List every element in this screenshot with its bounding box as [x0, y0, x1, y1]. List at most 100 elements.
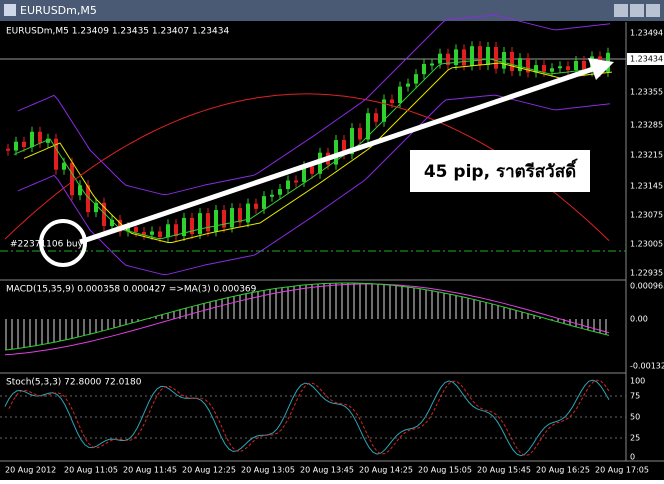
candle-body — [582, 61, 586, 72]
minimize-button[interactable] — [614, 4, 628, 17]
candle-body — [174, 224, 178, 237]
candle-body — [158, 231, 162, 238]
candle-body — [150, 231, 154, 235]
time-label: 20 Aug 14:25 — [359, 466, 413, 475]
candle-body — [542, 65, 546, 72]
candle-body — [558, 66, 562, 69]
candle-body — [270, 194, 274, 197]
stoch-scale-label: 25 — [630, 434, 640, 443]
candle-body — [190, 217, 194, 234]
time-label: 20 Aug 11:45 — [123, 466, 177, 475]
price-scale-label: 1.23494 — [630, 29, 663, 38]
candle-body — [134, 227, 138, 233]
candle-body — [198, 213, 202, 234]
price-marker — [627, 53, 664, 65]
candle-body — [438, 53, 442, 64]
candle-body — [350, 128, 354, 155]
candle-body — [502, 51, 506, 69]
price-header: EURUSDm,M5 1.23409 1.23435 1.23407 1.234… — [6, 27, 229, 37]
candle-body — [574, 61, 578, 71]
highlight-circle — [39, 219, 87, 267]
time-label: 20 Aug 13:05 — [241, 466, 295, 475]
candle-body — [166, 224, 170, 238]
candle-body — [310, 166, 314, 174]
candle-body — [222, 209, 226, 228]
macd-scale-label: -0.00132 — [630, 362, 664, 371]
time-label: 20 Aug 16:25 — [536, 466, 590, 475]
candle-body — [14, 141, 18, 151]
candle-body — [70, 162, 74, 196]
candle-body — [334, 140, 338, 165]
annotation-box — [410, 150, 590, 192]
candle-body — [422, 64, 426, 75]
candle-body — [462, 49, 466, 66]
stoch-main — [4, 379, 610, 457]
title-bar — [0, 0, 664, 21]
price-scale-label: 1.23145 — [630, 182, 663, 191]
candle-body — [374, 113, 378, 122]
candle-body — [446, 53, 450, 65]
stoch-scale-label: 75 — [630, 392, 640, 401]
candle-body — [478, 46, 482, 65]
price-scale-label: 1.23434 — [630, 55, 663, 64]
candle-body — [286, 180, 290, 190]
ma-green — [13, 58, 611, 239]
candle-body — [238, 208, 242, 223]
candle-body — [486, 47, 490, 65]
price-scale-label: 1.22935 — [630, 269, 663, 278]
candle-body — [430, 63, 434, 66]
time-label: 20 Aug 15:05 — [418, 466, 472, 475]
candle-body — [494, 47, 498, 69]
time-label: 20 Aug 11:05 — [64, 466, 118, 475]
annotation-text: 45 pip, ราตรีสวัสดิ์ — [424, 158, 578, 182]
stoch-scale-label: 50 — [630, 413, 640, 422]
macd-line — [4, 282, 610, 351]
candle-body — [566, 66, 570, 71]
stoch-scale-label: 100 — [630, 377, 645, 386]
candle-body — [262, 196, 266, 209]
candle-body — [254, 203, 258, 209]
candle-body — [78, 185, 82, 196]
close-button[interactable] — [646, 4, 660, 17]
price-scale-label: 1.23005 — [630, 240, 663, 249]
ma-yellow — [23, 62, 613, 243]
candle-body — [390, 99, 394, 104]
price-scale-label: 1.23075 — [630, 211, 663, 220]
candle-body — [214, 209, 218, 232]
arrow-shaft — [79, 65, 597, 245]
candle-body — [366, 113, 370, 140]
time-label: 20 Aug 2012 — [5, 466, 56, 475]
macd-signal — [4, 283, 610, 356]
price-scale-label: 1.23355 — [630, 88, 663, 97]
time-label: 20 Aug 17:05 — [595, 466, 649, 475]
candle-body — [454, 49, 458, 65]
candle-body — [94, 202, 98, 213]
price-scale-label: 1.23285 — [630, 121, 663, 130]
macd-header: MACD(15,35,9) 0.000358 0.000427 =>MA(3) … — [6, 285, 257, 295]
macd-scale-label: 0.000965 — [630, 282, 664, 291]
arrow-head — [588, 58, 614, 80]
candle-body — [102, 202, 106, 227]
maximize-button[interactable] — [630, 4, 644, 17]
candle-body — [86, 185, 90, 213]
stoch-header: Stoch(5,3,3) 72.8000 72.0180 — [6, 378, 142, 388]
candle-body — [470, 46, 474, 66]
candle-body — [550, 68, 554, 72]
candle-body — [302, 166, 306, 182]
candle-body — [382, 99, 386, 122]
candle-body — [518, 58, 522, 72]
candle-body — [294, 180, 298, 183]
candle-body — [110, 219, 114, 227]
candle-body — [142, 232, 146, 235]
time-label: 20 Aug 13:45 — [300, 466, 354, 475]
candle-body — [206, 213, 210, 232]
candle-body — [278, 189, 282, 195]
candle-body — [526, 58, 530, 73]
candle-body — [46, 138, 50, 143]
candle-body — [358, 128, 362, 140]
price-scale-label: 1.23215 — [630, 151, 663, 160]
candle-body — [30, 131, 34, 148]
candle-body — [230, 208, 234, 228]
